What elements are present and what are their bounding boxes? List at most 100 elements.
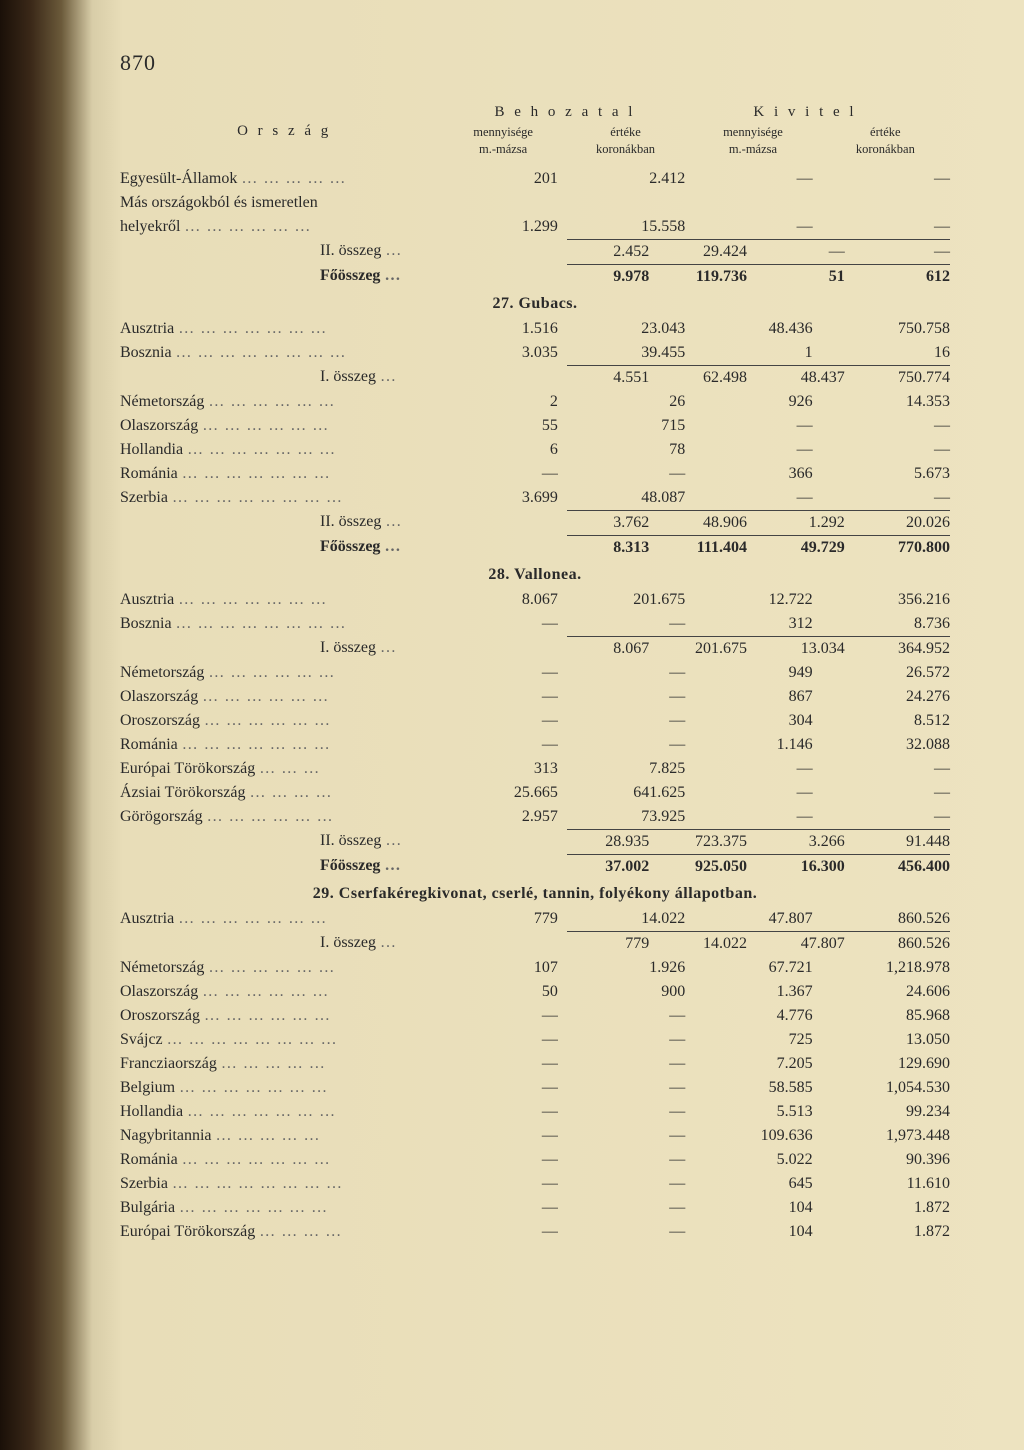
cell: 48.437: [755, 365, 853, 390]
cell: [821, 191, 950, 215]
cell: —: [448, 709, 565, 733]
table-row: Egyesült-Államok … … … … …2012.412——: [120, 167, 950, 191]
header-qty2: mennyisége: [693, 125, 820, 140]
cell: 201: [448, 167, 565, 191]
cell: 32.088: [821, 733, 950, 757]
cell: 55: [448, 414, 565, 438]
country-label: Bulgária … … … … … … …: [120, 1196, 448, 1220]
country-label: Románia … … … … … … …: [120, 1148, 448, 1172]
cell: 723.375: [657, 829, 755, 854]
sum-row: I. összeg …4.55162.49848.437750.774: [120, 365, 950, 390]
table-row: Ázsiai Törökország … … … …25.665641.625—…: [120, 781, 950, 805]
country-label: Románia … … … … … … …: [120, 733, 448, 757]
cell: 67.721: [693, 956, 820, 980]
cell: —: [448, 1220, 565, 1244]
table-row: Szerbia … … … … … … … …——64511.610: [120, 1172, 950, 1196]
country-label: Szerbia … … … … … … … …: [120, 486, 448, 510]
cell: 3.699: [448, 486, 565, 510]
cell: 641.625: [566, 781, 693, 805]
cell: 39.455: [566, 341, 693, 365]
country-label: Bosznia … … … … … … … …: [120, 341, 448, 365]
cell: 926: [693, 390, 820, 414]
cell: 104: [693, 1220, 820, 1244]
cell: —: [566, 709, 693, 733]
country-label: Főösszeg …: [120, 264, 567, 289]
cell: —: [755, 239, 853, 264]
cell: 47.807: [693, 907, 820, 931]
table-row: Francziaország … … … … …——7.205129.690: [120, 1052, 950, 1076]
cell: 85.968: [821, 1004, 950, 1028]
table-row: Ausztria … … … … … … …8.067201.67512.722…: [120, 588, 950, 612]
cell: 779: [567, 931, 657, 956]
cell: —: [566, 1004, 693, 1028]
cell: 5.513: [693, 1100, 820, 1124]
cell: 48.087: [566, 486, 693, 510]
cell: —: [821, 438, 950, 462]
table-row: Németország … … … … … …——94926.572: [120, 661, 950, 685]
cell: 107: [448, 956, 565, 980]
page-number: 870: [120, 50, 950, 76]
table-row: Hollandia … … … … … … …678——: [120, 438, 950, 462]
country-label: II. összeg …: [120, 510, 567, 535]
cell: 119.736: [657, 264, 755, 289]
cell: 14.022: [566, 907, 693, 931]
cell: 8.313: [567, 535, 657, 560]
cell: —: [566, 1124, 693, 1148]
cell: —: [448, 462, 565, 486]
cell: 104: [693, 1196, 820, 1220]
sum-row: II. összeg …3.76248.9061.29220.026: [120, 510, 950, 535]
cell: 91.448: [853, 829, 950, 854]
country-label: Főösszeg …: [120, 854, 567, 879]
table-row: Olaszország … … … … … …509001.36724.606: [120, 980, 950, 1004]
cell: —: [566, 1220, 693, 1244]
cell: —: [566, 1172, 693, 1196]
cell: —: [821, 781, 950, 805]
cell: —: [448, 1172, 565, 1196]
cell: —: [448, 1076, 565, 1100]
cell: 14.022: [657, 931, 755, 956]
cell: 645: [693, 1172, 820, 1196]
cell: 9.978: [567, 264, 657, 289]
header-behozatal: B e h o z a t a l: [450, 104, 680, 121]
country-label: I. összeg …: [120, 365, 567, 390]
cell: [693, 191, 820, 215]
cell: 7.825: [566, 757, 693, 781]
country-label: Bosznia … … … … … … … …: [120, 612, 448, 636]
header-country: O r s z á g: [120, 123, 448, 140]
cell: 313: [448, 757, 565, 781]
header-kivitel: K i v i t e l: [680, 104, 930, 121]
cell: —: [693, 781, 820, 805]
country-label: Ázsiai Törökország … … … …: [120, 781, 448, 805]
table-row: Oroszország … … … … … …——4.77685.968: [120, 1004, 950, 1028]
cell: 78: [566, 438, 693, 462]
cell: 15.558: [566, 215, 693, 239]
cell: 23.043: [566, 317, 693, 341]
cell: —: [566, 1100, 693, 1124]
cell: —: [448, 1148, 565, 1172]
cell: —: [566, 462, 693, 486]
section-title: 27. Gubacs.: [120, 295, 950, 313]
cell: 1.299: [448, 215, 565, 239]
cell: —: [448, 733, 565, 757]
cell: —: [448, 1124, 565, 1148]
cell: 26: [566, 390, 693, 414]
cell: —: [693, 167, 820, 191]
cell: 8.736: [821, 612, 950, 636]
table-row: Románia … … … … … … …——5.02290.396: [120, 1148, 950, 1172]
cell: —: [448, 1100, 565, 1124]
cell: —: [693, 438, 820, 462]
cell: 364.952: [853, 636, 950, 661]
cell: 356.216: [821, 588, 950, 612]
sum-row: Főösszeg …9.978119.73651612: [120, 264, 950, 289]
cell: —: [853, 239, 950, 264]
country-label: Ausztria … … … … … … …: [120, 317, 448, 341]
cell: 949: [693, 661, 820, 685]
country-label: Olaszország … … … … … …: [120, 980, 448, 1004]
cell: 11.610: [821, 1172, 950, 1196]
country-label: Európai Törökország … … … …: [120, 1220, 448, 1244]
sum-row: Főösszeg …37.002925.05016.300456.400: [120, 854, 950, 879]
cell: 129.690: [821, 1052, 950, 1076]
cell: 1: [693, 341, 820, 365]
cell: 49.729: [755, 535, 853, 560]
cell: 2: [448, 390, 565, 414]
